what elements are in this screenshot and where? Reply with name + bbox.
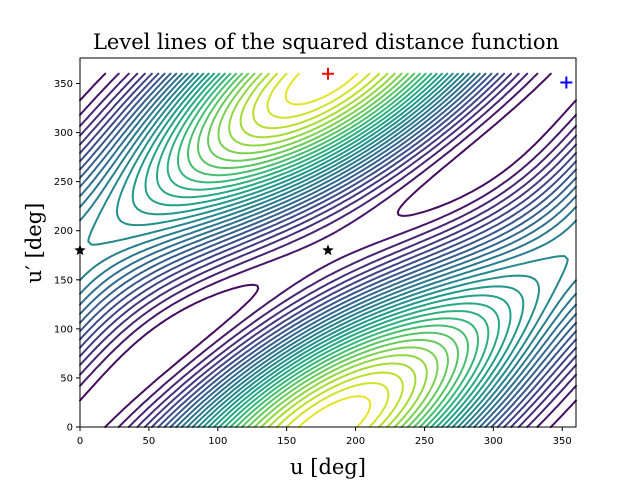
y-tick-label: 100 <box>54 324 73 335</box>
contour-level-22 <box>197 72 459 428</box>
contour-level-11 <box>79 72 577 428</box>
contour-level-16 <box>131 72 525 428</box>
x-tick-label: 100 <box>208 436 227 447</box>
y-axis-label: u′ [deg] <box>22 203 46 284</box>
contour-level-13 <box>79 72 577 428</box>
y-tick-label: 250 <box>54 177 73 188</box>
x-tick-label: 0 <box>77 436 83 447</box>
contour-level-6 <box>79 72 577 428</box>
contour-level-14 <box>87 72 569 428</box>
contour-level-8 <box>79 72 577 428</box>
y-tick-label: 150 <box>54 275 73 286</box>
x-tick-label: 350 <box>553 436 572 447</box>
black-star-2-marker <box>322 244 334 256</box>
contour-level-20 <box>177 72 479 428</box>
contour-level-2 <box>79 72 577 428</box>
contour-level-26 <box>239 72 417 428</box>
x-axis-label: u [deg] <box>290 455 366 479</box>
red-plus-marker <box>322 67 334 80</box>
y-tick-label: 300 <box>54 128 73 139</box>
contour-level-10 <box>79 72 577 428</box>
contour-level-17 <box>144 72 512 428</box>
contour-level-19 <box>166 72 490 428</box>
x-ticks: 0 50 100 150 200 250 300 350 <box>77 427 572 447</box>
y-ticks: 0 50 100 150 200 250 300 350 <box>54 79 80 434</box>
x-tick-label: 150 <box>277 436 296 447</box>
contour-level-1 <box>79 72 577 428</box>
contour-level-23 <box>207 72 449 428</box>
y-tick-label: 50 <box>60 373 73 384</box>
x-tick-label: 250 <box>415 436 434 447</box>
chart-title: Level lines of the squared distance func… <box>93 30 559 54</box>
x-tick-label: 300 <box>484 436 503 447</box>
contour-level-18 <box>156 72 500 428</box>
blue-plus-marker <box>560 76 573 89</box>
contour-level-24 <box>217 72 439 428</box>
contour-level-5 <box>79 72 577 428</box>
contour-level-27 <box>252 72 404 428</box>
y-tick-label: 350 <box>54 79 73 90</box>
x-tick-label: 200 <box>346 436 365 447</box>
y-tick-label: 200 <box>54 226 73 237</box>
axes-frame <box>79 57 577 428</box>
y-tick-label: 0 <box>67 423 73 434</box>
x-tick-label: 50 <box>143 436 156 447</box>
